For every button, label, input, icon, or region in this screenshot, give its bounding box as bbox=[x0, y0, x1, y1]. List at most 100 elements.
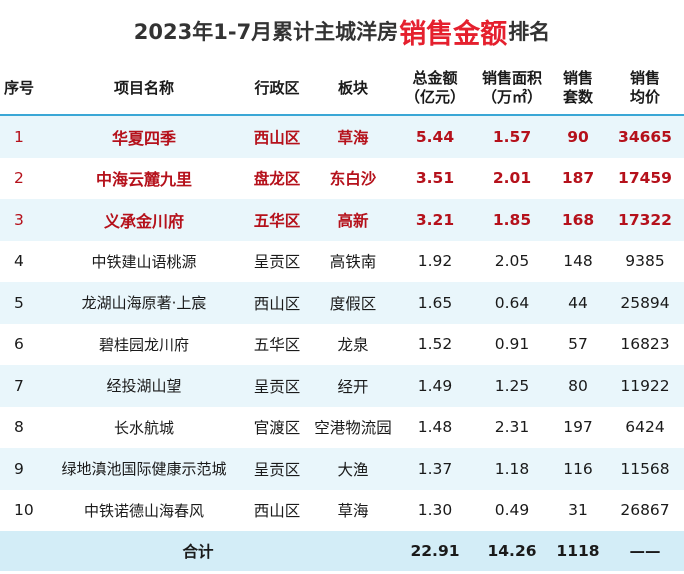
cell-district: 呈贡区 bbox=[244, 448, 310, 490]
cell-price: 34665 bbox=[606, 115, 684, 158]
title-highlight: 销售金额 bbox=[399, 18, 508, 50]
header-units-line2: 套数 bbox=[562, 88, 593, 106]
cell-amount: 1.65 bbox=[396, 282, 474, 324]
cell-area: 1.85 bbox=[474, 199, 550, 241]
cell-area: 0.49 bbox=[474, 489, 550, 531]
cell-area: 1.57 bbox=[474, 115, 550, 158]
cell-district: 西山区 bbox=[244, 489, 310, 531]
total-area: 14.26 bbox=[474, 531, 550, 571]
cell-units: 168 bbox=[550, 199, 606, 241]
cell-block: 空港物流园 bbox=[310, 406, 396, 448]
cell-units: 31 bbox=[550, 489, 606, 531]
cell-price: 25894 bbox=[606, 282, 684, 324]
cell-area: 1.25 bbox=[474, 365, 550, 407]
cell-units: 187 bbox=[550, 157, 606, 199]
cell-district: 西山区 bbox=[244, 282, 310, 324]
header-block: 板块 bbox=[310, 62, 396, 116]
table-row: 1 华夏四季 西山区 草海 5.44 1.57 90 34665 bbox=[0, 115, 684, 158]
header-area: 销售面积 （万㎡） bbox=[474, 62, 550, 116]
header-district: 行政区 bbox=[244, 62, 310, 116]
table-row: 3 义承金川府 五华区 高新 3.21 1.85 168 17322 bbox=[0, 199, 684, 241]
page-title: 2023年1-7月累计主城洋房 销售金额 排名 bbox=[0, 0, 684, 62]
cell-amount: 1.92 bbox=[396, 240, 474, 282]
cell-name: 碧桂园龙川府 bbox=[44, 323, 244, 365]
cell-district: 呈贡区 bbox=[244, 365, 310, 407]
header-amount-line2: （亿元） bbox=[404, 88, 465, 106]
cell-area: 1.18 bbox=[474, 448, 550, 490]
cell-name: 龙湖山海原著·上宸 bbox=[44, 282, 244, 324]
cell-district: 呈贡区 bbox=[244, 240, 310, 282]
total-price: —— bbox=[606, 531, 684, 571]
header-name: 项目名称 bbox=[44, 62, 244, 116]
cell-block: 草海 bbox=[310, 115, 396, 158]
cell-units: 80 bbox=[550, 365, 606, 407]
total-amount: 22.91 bbox=[396, 531, 474, 571]
cell-district: 五华区 bbox=[244, 199, 310, 241]
header-no: 序号 bbox=[0, 62, 44, 116]
table-row: 6 碧桂园龙川府 五华区 龙泉 1.52 0.91 57 16823 bbox=[0, 323, 684, 365]
total-label: 合计 bbox=[0, 531, 396, 571]
total-price-dash: —— bbox=[629, 542, 661, 560]
header-price-line1: 销售 bbox=[629, 69, 660, 87]
header-area-line2: （万㎡） bbox=[481, 88, 542, 106]
cell-block: 龙泉 bbox=[310, 323, 396, 365]
table-row: 5 龙湖山海原著·上宸 西山区 度假区 1.65 0.64 44 25894 bbox=[0, 282, 684, 324]
total-units: 1118 bbox=[550, 531, 606, 571]
total-row: 合计 22.91 14.26 1118 —— bbox=[0, 531, 684, 571]
table-row: 10 中铁诺德山海春风 西山区 草海 1.30 0.49 31 26867 bbox=[0, 489, 684, 531]
cell-units: 57 bbox=[550, 323, 606, 365]
cell-no: 10 bbox=[0, 489, 44, 531]
cell-price: 11568 bbox=[606, 448, 684, 490]
cell-amount: 3.51 bbox=[396, 157, 474, 199]
cell-no: 2 bbox=[0, 157, 44, 199]
cell-price: 17322 bbox=[606, 199, 684, 241]
cell-name: 中铁建山语桃源 bbox=[44, 240, 244, 282]
ranking-table: 序号 项目名称 行政区 板块 总金额 （亿元） 销售面积 （万㎡） 销售 套数 … bbox=[0, 62, 684, 571]
cell-district: 官渡区 bbox=[244, 406, 310, 448]
cell-units: 90 bbox=[550, 115, 606, 158]
cell-name: 华夏四季 bbox=[44, 115, 244, 158]
cell-amount: 1.37 bbox=[396, 448, 474, 490]
cell-no: 9 bbox=[0, 448, 44, 490]
cell-amount: 3.21 bbox=[396, 199, 474, 241]
header-amount: 总金额 （亿元） bbox=[396, 62, 474, 116]
cell-units: 197 bbox=[550, 406, 606, 448]
cell-no: 5 bbox=[0, 282, 44, 324]
cell-name: 中海云麓九里 bbox=[44, 157, 244, 199]
cell-price: 16823 bbox=[606, 323, 684, 365]
cell-area: 0.91 bbox=[474, 323, 550, 365]
cell-name: 义承金川府 bbox=[44, 199, 244, 241]
cell-amount: 1.49 bbox=[396, 365, 474, 407]
cell-units: 44 bbox=[550, 282, 606, 324]
cell-area: 0.64 bbox=[474, 282, 550, 324]
cell-block: 大渔 bbox=[310, 448, 396, 490]
cell-no: 8 bbox=[0, 406, 44, 448]
cell-block: 高铁南 bbox=[310, 240, 396, 282]
cell-area: 2.31 bbox=[474, 406, 550, 448]
header-area-line1: 销售面积 bbox=[481, 69, 542, 87]
cell-name: 中铁诺德山海春风 bbox=[44, 489, 244, 531]
cell-price: 26867 bbox=[606, 489, 684, 531]
cell-no: 3 bbox=[0, 199, 44, 241]
cell-block: 东白沙 bbox=[310, 157, 396, 199]
cell-units: 116 bbox=[550, 448, 606, 490]
cell-block: 草海 bbox=[310, 489, 396, 531]
header-units-line1: 销售 bbox=[562, 69, 593, 87]
cell-units: 148 bbox=[550, 240, 606, 282]
table-row: 9 绿地滇池国际健康示范城 呈贡区 大渔 1.37 1.18 116 11568 bbox=[0, 448, 684, 490]
header-price: 销售 均价 bbox=[606, 62, 684, 116]
cell-amount: 1.52 bbox=[396, 323, 474, 365]
cell-area: 2.05 bbox=[474, 240, 550, 282]
cell-district: 西山区 bbox=[244, 115, 310, 158]
cell-amount: 1.30 bbox=[396, 489, 474, 531]
cell-no: 6 bbox=[0, 323, 44, 365]
cell-amount: 5.44 bbox=[396, 115, 474, 158]
cell-district: 盘龙区 bbox=[244, 157, 310, 199]
cell-name: 经投湖山望 bbox=[44, 365, 244, 407]
table-row: 2 中海云麓九里 盘龙区 东白沙 3.51 2.01 187 17459 bbox=[0, 157, 684, 199]
cell-price: 6424 bbox=[606, 406, 684, 448]
header-units: 销售 套数 bbox=[550, 62, 606, 116]
cell-price: 17459 bbox=[606, 157, 684, 199]
cell-price: 11922 bbox=[606, 365, 684, 407]
